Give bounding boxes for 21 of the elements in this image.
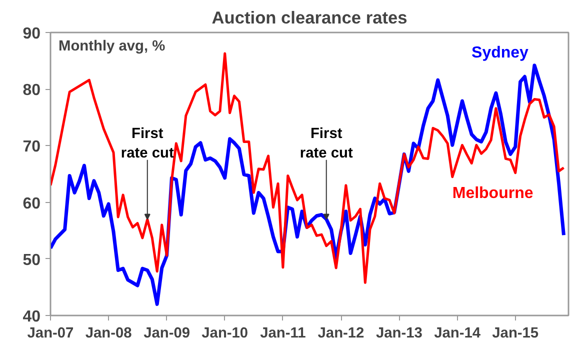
series-label: Melbourne xyxy=(452,184,534,202)
x-tick-label: Jan-12 xyxy=(318,326,364,342)
x-tick-label: Jan-10 xyxy=(202,326,248,342)
y-tick-label: 60 xyxy=(22,195,41,212)
chart-title: Auction clearance rates xyxy=(212,8,408,28)
y-tick-label: 80 xyxy=(22,82,41,100)
annotation: First rate cut xyxy=(120,126,174,162)
y-tick-label: 70 xyxy=(22,138,41,156)
x-tick-label: Jan-14 xyxy=(434,326,482,342)
series-label: Sydney xyxy=(472,44,529,62)
x-tick-label: Jan-09 xyxy=(144,326,190,342)
y-tick-label: 50 xyxy=(22,252,41,269)
x-tick-label: Jan-11 xyxy=(260,326,306,342)
x-tick-label: Jan-15 xyxy=(492,326,539,342)
annotation: First rate cut xyxy=(300,126,353,162)
x-tick-label: Jan-13 xyxy=(376,326,422,342)
x-tick-label: Jan-08 xyxy=(85,326,132,342)
chart-subtitle: Monthly avg, % xyxy=(58,38,166,54)
x-tick-label: Jan-07 xyxy=(27,326,74,342)
y-tick-label: 90 xyxy=(22,26,41,42)
y-tick-label: 40 xyxy=(22,308,41,326)
